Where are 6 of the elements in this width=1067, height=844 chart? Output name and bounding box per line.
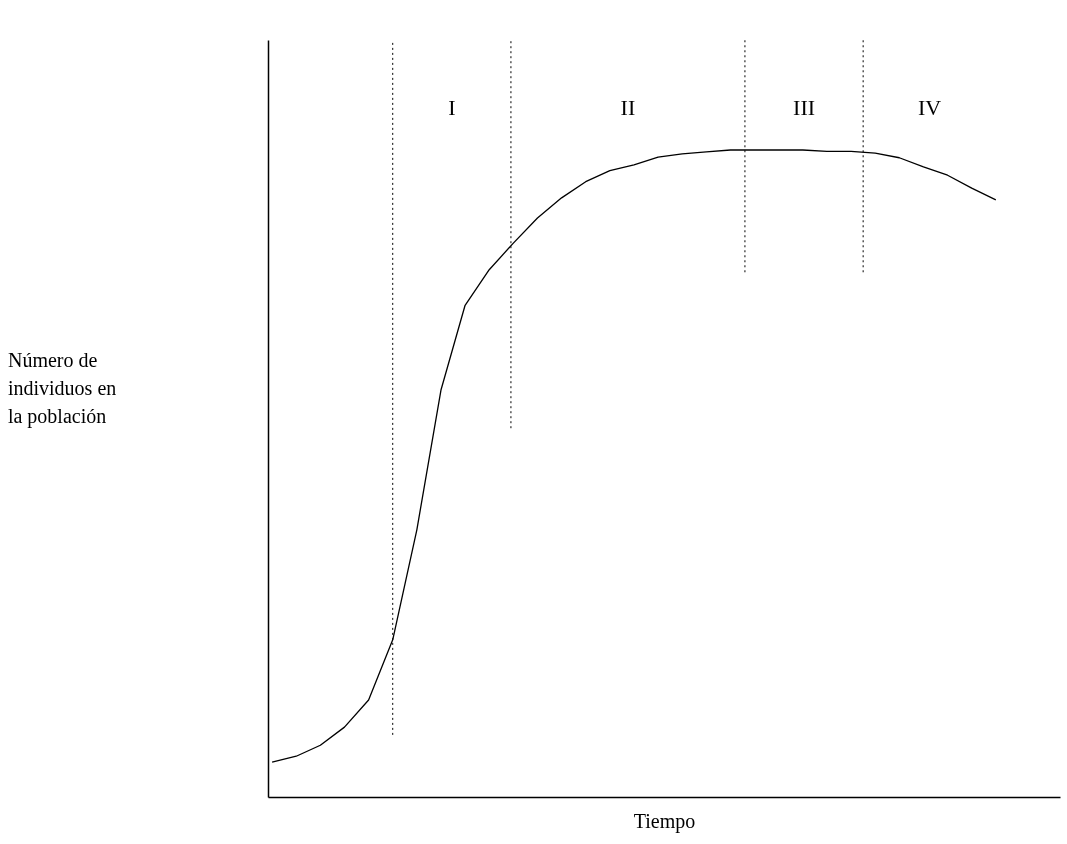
text: III <box>793 94 816 120</box>
text: II <box>620 94 636 120</box>
text: IV <box>917 94 942 120</box>
text: I <box>448 94 456 120</box>
x-axis-title: Tiempo <box>633 809 696 833</box>
text: Número de individuos en la población <box>7 348 117 428</box>
